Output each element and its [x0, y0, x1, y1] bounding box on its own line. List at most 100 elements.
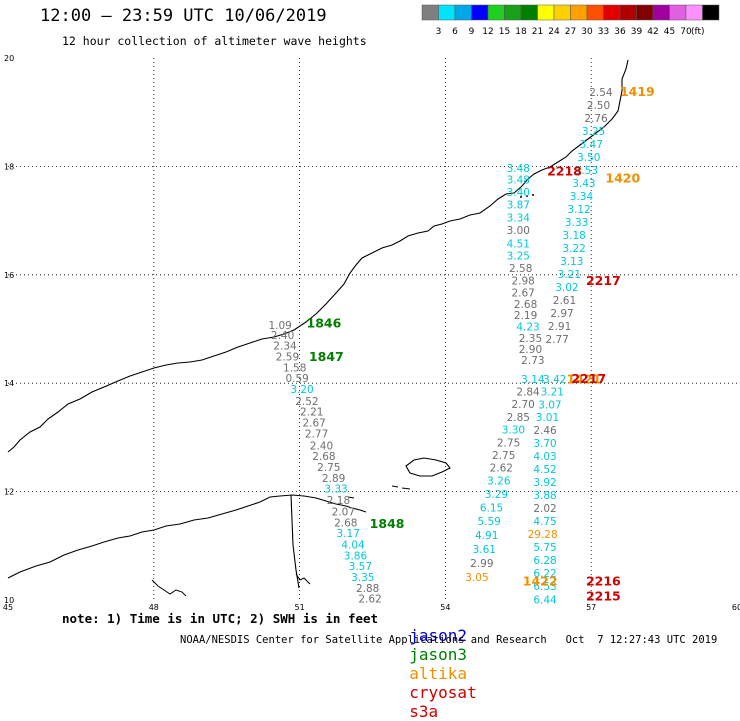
swh-value: 2.76: [584, 113, 608, 125]
swh-value: 3.86: [344, 550, 368, 562]
swh-value: 2.70: [511, 399, 534, 411]
pass-label: 1848: [370, 516, 405, 531]
chart-subtitle: 12 hour collection of altimeter wave hei…: [62, 34, 367, 48]
island-small-3: [347, 496, 355, 499]
swh-value: 2.02: [533, 503, 556, 515]
y-tick-label: 20: [4, 54, 14, 63]
x-tick-label: 57: [586, 603, 596, 612]
legend-item-jason3: jason3: [409, 645, 468, 664]
pass-label: 1846: [307, 315, 342, 330]
satellite-legend: jason2 jason3 altika cryosat s3a: [390, 607, 477, 721]
island-small-2: [401, 487, 411, 490]
swh-value: 2.18: [327, 495, 350, 507]
swh-value: 3.29: [485, 489, 508, 501]
swh-value: 3.53: [575, 165, 598, 177]
swh-value: 2.67: [511, 287, 534, 299]
swh-value: 3.40: [507, 187, 530, 199]
legend-item-s3a: s3a: [409, 702, 439, 721]
scale-label: 30: [581, 27, 593, 37]
swh-value: 6.53: [533, 581, 556, 593]
swh-value: 2.68: [312, 451, 335, 463]
swh-value: 2.62: [358, 594, 381, 606]
pass-label: 2215: [586, 589, 621, 604]
swh-value: 4.03: [533, 451, 556, 463]
swh-value: 2.46: [533, 425, 557, 437]
swh-value: 4.52: [533, 464, 556, 476]
swh-value: 6.15: [480, 503, 503, 515]
swh-value: 4.75: [533, 516, 556, 528]
axis-tick-labels: 45 48 51 54 57 60 10 12 14 16 18 20: [3, 54, 740, 612]
y-tick-label: 12: [4, 488, 14, 497]
swh-value: 2.75: [317, 462, 340, 474]
y-tick-label: 16: [4, 271, 14, 280]
swh-value: 2.97: [550, 308, 573, 320]
swh-value: 0.59: [285, 373, 308, 385]
scale-label: 9: [469, 27, 475, 37]
swh-value: 29.28: [528, 529, 558, 541]
swh-value: 2.07: [332, 506, 355, 518]
swh-value: 3.07: [538, 400, 561, 412]
swh-value: 3.21: [558, 269, 581, 281]
island-small-1: [391, 485, 399, 488]
swh-value: 3.34: [570, 191, 594, 203]
swh-value: 2.77: [545, 334, 568, 346]
scale-label: 45: [664, 27, 675, 37]
swh-value: 2.62: [490, 463, 513, 475]
swh-value: 6.22: [533, 568, 556, 580]
coast-fragment-bottom-2: [295, 573, 311, 585]
x-tick-label: 45: [3, 603, 13, 612]
scale-label: 12: [482, 27, 493, 37]
x-tick-label: 54: [440, 603, 450, 612]
swh-value: 2.68: [334, 517, 357, 529]
units-note: note: 1) Time is in UTC; 2) SWH is in fe…: [62, 611, 379, 626]
scale-label: 15: [499, 27, 510, 37]
scale-label: 3: [436, 27, 442, 37]
swh-value: 2.58: [509, 263, 532, 275]
swh-value: 2.50: [587, 100, 610, 112]
swh-value: 2.21: [300, 407, 323, 419]
y-tick-label: 10: [4, 596, 14, 605]
pass-label: 1422: [523, 573, 558, 588]
swh-value: 2.77: [305, 428, 328, 440]
legend-item-cryosat: cryosat: [409, 683, 477, 702]
swh-value: 2.67: [302, 418, 325, 430]
swh-value: 2.40: [271, 330, 294, 342]
graticule-grid: [8, 58, 737, 600]
swh-value: 2.35: [519, 333, 542, 345]
swh-value: 3.13: [560, 256, 583, 268]
swh-value: 3.48: [507, 163, 530, 175]
swh-value: 2.89: [322, 473, 345, 485]
x-tick-label: 51: [295, 603, 305, 612]
swh-value: 3.87: [507, 200, 530, 212]
swh-value: 3.25: [582, 126, 605, 138]
coastline-horn-of-africa: [7, 494, 367, 579]
swh-value: 3.05: [465, 572, 488, 584]
swh-value: 3.14: [521, 374, 545, 386]
swh-value: 3.43: [572, 178, 595, 190]
swh-value: 3.01: [536, 412, 559, 424]
pass-label: 2216: [586, 573, 621, 588]
swh-value: 3.34: [507, 213, 531, 225]
y-tick-label: 18: [4, 162, 14, 171]
swh-value: 2.61: [553, 295, 576, 307]
swh-value: 3.18: [562, 230, 585, 242]
swh-value: 4.91: [475, 530, 498, 542]
swh-value: 3.50: [577, 152, 600, 164]
scale-label: 18: [515, 27, 527, 37]
swh-value: 3.47: [580, 139, 603, 151]
swh-value: 2.99: [470, 558, 493, 570]
swh-value: 2.54: [589, 87, 613, 99]
swh-value: 2.85: [507, 412, 530, 424]
swh-value: 2.90: [519, 344, 542, 356]
swh-value: 2.75: [492, 450, 515, 462]
scale-label: 70: [680, 27, 692, 37]
scale-label: 36: [614, 27, 626, 37]
pass-label: 1420: [605, 171, 640, 186]
swh-value: 1.09: [268, 320, 291, 332]
swh-value: 6.44: [533, 594, 557, 606]
swh-value: 2.73: [521, 355, 544, 367]
pass-label: 2218: [547, 164, 582, 179]
swh-value: 3.33: [565, 217, 588, 229]
scale-unit: (ft): [691, 27, 705, 37]
